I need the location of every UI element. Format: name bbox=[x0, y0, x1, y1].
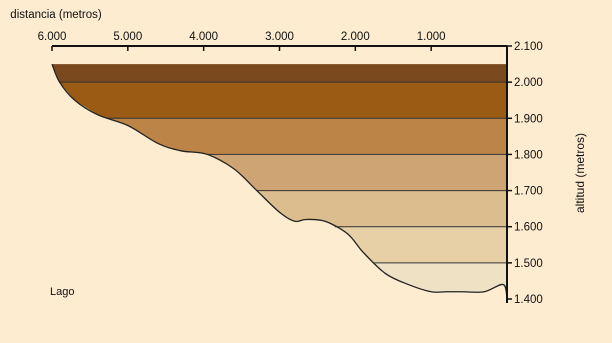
distance-tick-label: 1.000 bbox=[417, 31, 446, 43]
altitude-tick-label: 1.800 bbox=[514, 149, 543, 161]
altitude-tick-label: 1.400 bbox=[514, 294, 543, 306]
altitude-tick-label: 1.700 bbox=[514, 186, 543, 198]
altitude-tick-label: 1.900 bbox=[514, 113, 543, 125]
altitude-band bbox=[59, 82, 507, 119]
lake-annotation: Lago bbox=[50, 286, 74, 298]
altitude-tick-label: 1.500 bbox=[514, 258, 543, 270]
terrain-profile-line bbox=[51, 63, 508, 300]
altitude-band bbox=[52, 64, 507, 83]
distance-tick-label: 6.000 bbox=[38, 31, 67, 43]
distance-tick-label: 5.000 bbox=[113, 31, 142, 43]
altitude-band bbox=[374, 262, 507, 299]
altitude-tick-label: 1.600 bbox=[514, 222, 543, 234]
distance-ticks: 1.000 2.000 3.000 4.000 5.000 6.000 bbox=[38, 31, 446, 51]
altitude-tick-label: 2.000 bbox=[514, 77, 543, 89]
distance-tick-label: 3.000 bbox=[265, 31, 294, 43]
altitude-band bbox=[107, 118, 507, 155]
altitude-ticks: 1.400 1.500 1.600 1.700 1.800 1.900 2.000 2.100 bbox=[507, 41, 543, 306]
altitude-band bbox=[334, 226, 507, 263]
altitude-band bbox=[256, 190, 507, 227]
distance-tick-label: 4.000 bbox=[189, 31, 218, 43]
distance-tick-label: 2.000 bbox=[341, 31, 370, 43]
distance-axis-title: distancia (metros) bbox=[10, 9, 102, 21]
altitude-band bbox=[207, 154, 507, 191]
altitude-tick-label: 2.100 bbox=[514, 41, 543, 53]
altitude-axis-title: altitud (metros) bbox=[573, 133, 587, 213]
altitude-bands bbox=[52, 64, 507, 299]
